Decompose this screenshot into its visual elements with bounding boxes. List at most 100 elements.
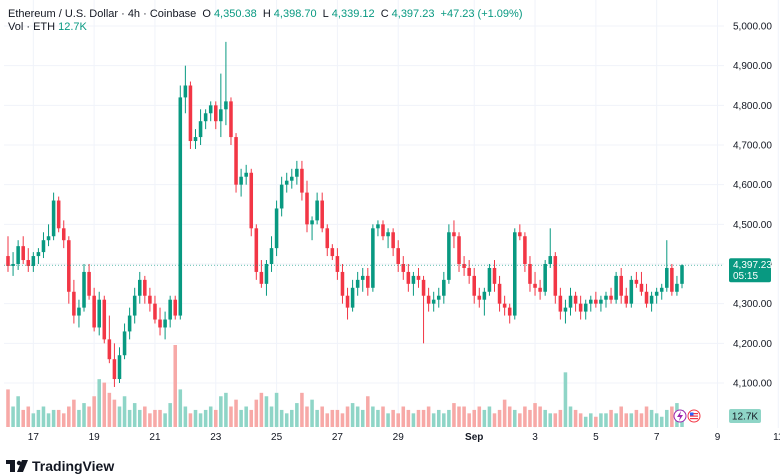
last-price-badge: 4,397.23 05:15 — [729, 258, 772, 283]
candle-body — [46, 236, 51, 241]
volume-label[interactable]: Vol · ETH — [8, 21, 56, 33]
volume-bar — [391, 409, 395, 427]
candle-body — [51, 200, 56, 237]
candle-body — [629, 279, 634, 304]
volume-bar — [426, 406, 431, 427]
high-value: 4,398.70 — [273, 8, 317, 20]
candle-body — [462, 264, 466, 268]
flag-stripes-2 — [690, 415, 698, 417]
candle-body — [320, 200, 324, 229]
volume-bar — [168, 403, 172, 427]
tradingview-logo[interactable]: TradingView — [6, 458, 114, 474]
candle-body — [41, 240, 46, 253]
volume-bar — [31, 413, 36, 427]
candle-body — [548, 256, 553, 264]
volume-bar — [26, 406, 31, 427]
candle-body — [558, 295, 563, 312]
volume-bar — [512, 409, 517, 427]
symbol-title[interactable]: Ethereum / U.S. Dollar · 4h · Coinbase — [8, 8, 197, 20]
candle-body — [401, 264, 406, 272]
volume-bar — [614, 413, 618, 427]
volume-bar — [188, 413, 193, 427]
volume-bar — [563, 372, 568, 427]
volume-bar — [46, 413, 51, 427]
volume-bar — [153, 409, 157, 427]
candle-body — [512, 232, 517, 316]
flag-canton — [690, 412, 694, 416]
volume-bar — [507, 406, 512, 427]
candle-body — [193, 137, 198, 142]
volume-bar — [132, 403, 137, 427]
volume-bar — [249, 409, 254, 427]
volume-bar — [56, 409, 61, 427]
time-tick-label: 23 — [210, 432, 222, 443]
candle-body — [654, 291, 659, 296]
candle-body — [360, 275, 365, 280]
volume-bar — [452, 403, 456, 427]
candle-body — [269, 248, 274, 264]
candle-body — [178, 97, 183, 316]
candle-body — [67, 240, 71, 292]
volume-bar — [11, 406, 15, 427]
volume-bar — [583, 416, 588, 427]
candle-body — [639, 283, 644, 292]
volume-bar — [472, 409, 476, 427]
candle-body — [604, 295, 608, 300]
time-tick-label: 17 — [28, 432, 40, 443]
volume-bar — [229, 406, 233, 427]
price-tick-label: 4,700.00 — [733, 141, 772, 152]
volume-bar — [411, 413, 416, 427]
event-icons[interactable] — [673, 409, 701, 423]
volume-bar — [442, 413, 446, 427]
last-price-value: 4,397.23 — [733, 260, 772, 271]
volume-bar — [259, 392, 264, 427]
candle-body — [421, 279, 426, 296]
candle-body — [335, 256, 340, 272]
volume-bar — [239, 409, 243, 427]
volume-bar — [502, 399, 507, 427]
candle-body — [295, 168, 299, 177]
volume-bar — [401, 406, 406, 427]
volume-bar — [97, 379, 101, 427]
candle-body — [619, 275, 623, 296]
time-tick-label: Sep — [465, 432, 483, 443]
volume-bar — [254, 399, 259, 427]
candle-body — [198, 121, 203, 138]
price-axis[interactable]: 5,000.00 4,900.00 4,800.00 4,700.00 4,600.00… — [733, 22, 772, 390]
volume-bar — [589, 413, 593, 427]
candle-body — [249, 172, 254, 229]
volume-bar — [355, 406, 360, 427]
volume-bar — [137, 409, 142, 427]
candle-body — [92, 295, 96, 328]
time-axis[interactable]: 17 19 21 23 25 27 29 Sep 3 5 7 9 11 — [28, 432, 780, 443]
change-value: +47.23 (+1.09%) — [440, 8, 523, 20]
candle-body — [665, 267, 669, 288]
close-label: C — [380, 8, 389, 20]
candle-body — [244, 172, 248, 177]
volume-bar — [345, 406, 350, 427]
candle-body — [594, 299, 598, 304]
candle-body — [381, 224, 385, 237]
candle-body — [644, 291, 649, 304]
candle-body — [132, 295, 137, 316]
volume-bar — [665, 409, 669, 427]
volume-bar — [578, 413, 583, 427]
candle-body — [259, 271, 264, 284]
candle-body — [325, 228, 330, 249]
volume-bar — [214, 409, 218, 427]
volume-bar — [619, 406, 623, 427]
volume-bar — [279, 409, 284, 427]
candle-body — [153, 303, 157, 320]
symbol-header: Ethereum / U.S. Dollar · 4h · Coinbase O… — [8, 7, 525, 21]
volume-bar — [421, 409, 426, 427]
candle-body — [452, 232, 456, 237]
candle-body — [467, 267, 471, 276]
volume-bar — [659, 416, 664, 427]
flag-stripes-3 — [690, 418, 698, 420]
candle-body — [487, 267, 492, 292]
candle-body — [305, 192, 309, 225]
candle-body — [6, 256, 10, 266]
volume-bar — [634, 409, 639, 427]
volume-bar — [244, 406, 248, 427]
